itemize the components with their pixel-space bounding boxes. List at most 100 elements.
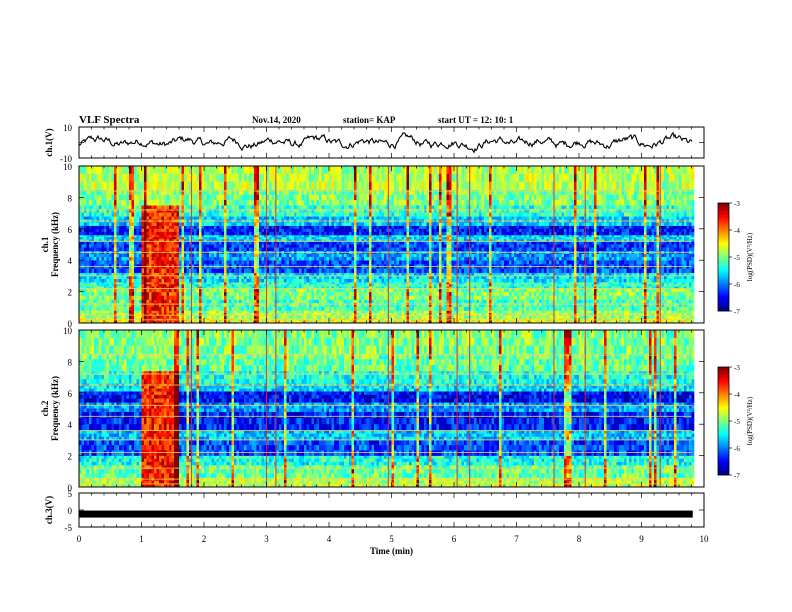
spectrogram-cell <box>344 321 347 324</box>
spectrogram-cell <box>289 319 292 322</box>
spectrogram-cell <box>216 292 220 297</box>
spectrogram-cell <box>131 292 135 297</box>
spectrogram-cell <box>311 247 315 251</box>
spectrogram-cell <box>281 275 285 280</box>
spectrogram-cell <box>174 306 177 311</box>
spectrogram-cell <box>289 260 292 265</box>
spectrogram-cell <box>329 315 332 319</box>
spectrogram-cell <box>334 200 337 206</box>
spectrogram-cell <box>179 282 182 285</box>
spectrogram-cell <box>176 292 180 297</box>
spectrogram-cell <box>239 310 242 314</box>
spectrogram-cell <box>199 313 202 316</box>
spectrogram-cell <box>311 282 315 285</box>
spectrogram-cell <box>89 231 92 236</box>
spectrogram-cell <box>311 253 315 258</box>
spectrogram-cell <box>79 222 82 226</box>
spectrogram-cell <box>171 205 175 210</box>
spectrogram-cell <box>271 225 275 230</box>
spectrogram-cell <box>256 257 260 261</box>
spectrogram-cell <box>136 166 140 175</box>
spectrogram-cell <box>174 292 177 297</box>
spectrogram-cell <box>144 244 147 248</box>
spectrogram-cell <box>279 189 282 196</box>
spectrogram-cell <box>104 275 107 280</box>
spectrogram-cell <box>319 231 322 236</box>
spectrogram-cell <box>169 260 172 265</box>
spectrogram-cell <box>159 306 162 311</box>
spectrogram-cell <box>179 279 182 283</box>
spectrogram-cell <box>146 194 150 201</box>
spectrogram-cell <box>226 239 230 242</box>
spectrogram-cell <box>169 286 172 289</box>
spectrogram-cell <box>334 166 337 175</box>
spectrogram-cell <box>336 268 340 274</box>
spectrogram-cell <box>246 318 250 321</box>
spectrogram-cell <box>126 194 130 201</box>
spectrogram-cell <box>271 284 275 287</box>
spectrogram-cell <box>216 319 220 322</box>
spectrogram-cell <box>191 228 195 233</box>
spectrogram-cell <box>199 253 202 258</box>
spectrogram-cell <box>116 222 120 226</box>
spectrogram-cell <box>249 166 252 175</box>
spectrogram-cell <box>336 299 340 304</box>
spectrogram-cell <box>224 286 227 289</box>
spectrogram-cell <box>194 237 197 240</box>
spectrogram-cell <box>136 253 140 258</box>
spectrogram-cell <box>296 228 300 233</box>
spectrogram-cell <box>164 166 167 175</box>
spectrogram-cell <box>181 306 185 311</box>
spectrogram-cell <box>191 244 195 248</box>
spectrogram-cell <box>296 200 300 206</box>
spectrogram-cell <box>176 318 180 321</box>
spectrogram-cell <box>109 241 112 245</box>
spectrogram-cell <box>81 200 85 206</box>
spectrogram-cell <box>306 200 310 206</box>
spectrogram-cell <box>116 318 120 321</box>
spectrogram-cell <box>84 231 87 236</box>
spectrogram-cell <box>101 282 105 285</box>
spectrogram-cell <box>296 205 300 210</box>
spectrogram-cell <box>336 208 340 213</box>
spectrogram-cell <box>296 208 300 213</box>
spectrogram-cell <box>199 241 202 245</box>
spectrogram-cell <box>126 228 130 233</box>
spectrogram-cell <box>174 257 177 261</box>
spectrogram-cell <box>306 231 310 236</box>
spectrogram-cell <box>191 292 195 297</box>
spectrogram-cell <box>309 292 312 297</box>
spectrogram-cell <box>246 303 250 308</box>
spectrogram-cell <box>86 260 90 265</box>
spectrogram-cell <box>141 244 145 248</box>
spectrogram-cell <box>181 244 185 248</box>
spectrogram-cell <box>199 200 202 206</box>
spectrogram-cell <box>294 284 297 287</box>
spectrogram-cell <box>184 239 187 242</box>
spectrogram-cell <box>189 279 192 283</box>
spectrogram-cell <box>341 272 345 277</box>
spectrogram-cell <box>286 166 290 175</box>
spectrogram-cell <box>311 241 315 245</box>
spectrogram-cell <box>211 306 215 311</box>
spectrogram-cell <box>344 173 347 182</box>
spectrogram-cell <box>219 244 222 248</box>
spectrogram-cell <box>234 166 237 175</box>
spectrogram-cell <box>171 253 175 258</box>
spectrogram-cell <box>314 310 317 314</box>
spectrogram-cell <box>101 237 105 240</box>
spectrogram-cell <box>144 315 147 319</box>
spectrogram-cell <box>179 216 182 220</box>
spectrogram-cell <box>81 222 85 226</box>
spectrogram-cell <box>84 295 87 300</box>
spectrogram-cell <box>134 222 137 226</box>
spectrogram-cell <box>339 241 342 245</box>
spectrogram-cell <box>126 208 130 213</box>
spectrogram-cell <box>129 292 132 297</box>
spectrogram-cell <box>96 194 100 201</box>
spectrogram-cell <box>259 303 262 308</box>
spectrogram-cell <box>219 315 222 319</box>
spectrogram-cell <box>86 216 90 220</box>
spectrogram-cell <box>279 173 282 182</box>
spectrogram-cell <box>164 279 167 283</box>
